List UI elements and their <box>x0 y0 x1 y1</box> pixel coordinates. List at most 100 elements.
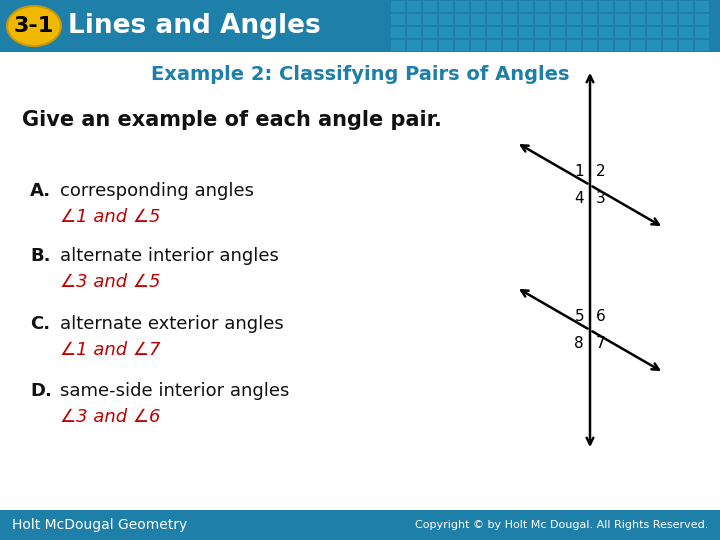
Bar <box>615 14 629 25</box>
Bar <box>407 40 421 51</box>
Bar <box>0 0 720 52</box>
Bar <box>519 14 533 25</box>
Bar <box>503 14 517 25</box>
Text: 3: 3 <box>596 191 606 206</box>
Bar <box>551 1 565 12</box>
Text: 4: 4 <box>575 191 584 206</box>
Bar <box>615 40 629 51</box>
Text: 2: 2 <box>596 164 606 179</box>
Bar <box>455 14 469 25</box>
Bar <box>407 1 421 12</box>
Bar <box>0 510 720 540</box>
Text: 5: 5 <box>575 309 584 324</box>
Bar <box>599 1 613 12</box>
Text: D.: D. <box>30 382 52 400</box>
Bar <box>567 14 581 25</box>
Bar <box>695 40 709 51</box>
Text: alternate interior angles: alternate interior angles <box>60 247 279 265</box>
Bar <box>487 40 501 51</box>
Bar <box>551 40 565 51</box>
Text: same-side interior angles: same-side interior angles <box>60 382 289 400</box>
Bar <box>663 40 677 51</box>
Text: C.: C. <box>30 315 50 333</box>
Bar <box>695 14 709 25</box>
Text: alternate exterior angles: alternate exterior angles <box>60 315 284 333</box>
Bar <box>663 1 677 12</box>
Bar <box>679 14 693 25</box>
Bar <box>487 1 501 12</box>
Bar <box>471 40 485 51</box>
Text: Lines and Angles: Lines and Angles <box>68 13 320 39</box>
Bar <box>439 1 453 12</box>
Text: 6: 6 <box>596 309 606 324</box>
Bar <box>423 14 437 25</box>
Bar <box>615 1 629 12</box>
Bar <box>423 1 437 12</box>
Bar <box>471 27 485 38</box>
Bar <box>391 40 405 51</box>
Bar <box>583 40 597 51</box>
Bar <box>695 1 709 12</box>
Bar <box>503 1 517 12</box>
Bar <box>583 1 597 12</box>
Text: ∠3 and ∠5: ∠3 and ∠5 <box>60 273 161 291</box>
Bar <box>423 40 437 51</box>
Bar <box>487 27 501 38</box>
Bar <box>631 27 645 38</box>
Bar <box>567 1 581 12</box>
Bar <box>455 1 469 12</box>
Bar <box>391 14 405 25</box>
Bar <box>439 40 453 51</box>
Bar <box>535 27 549 38</box>
Bar <box>471 14 485 25</box>
Text: A.: A. <box>30 182 51 200</box>
Bar <box>583 27 597 38</box>
Text: 3-1: 3-1 <box>14 16 54 36</box>
Bar <box>407 27 421 38</box>
Text: 1: 1 <box>575 164 584 179</box>
Bar <box>663 14 677 25</box>
Bar <box>567 40 581 51</box>
Bar <box>407 14 421 25</box>
Bar <box>503 40 517 51</box>
Text: Example 2: Classifying Pairs of Angles: Example 2: Classifying Pairs of Angles <box>150 64 570 84</box>
Bar <box>391 1 405 12</box>
Bar <box>455 40 469 51</box>
Text: corresponding angles: corresponding angles <box>60 182 254 200</box>
Bar <box>439 14 453 25</box>
Bar <box>535 40 549 51</box>
Bar <box>519 1 533 12</box>
Bar <box>679 27 693 38</box>
Bar <box>663 27 677 38</box>
Text: Give an example of each angle pair.: Give an example of each angle pair. <box>22 110 442 130</box>
Bar <box>615 27 629 38</box>
Bar <box>599 27 613 38</box>
Bar <box>647 27 661 38</box>
Bar <box>535 14 549 25</box>
Bar <box>439 27 453 38</box>
Bar <box>679 1 693 12</box>
Text: ∠1 and ∠7: ∠1 and ∠7 <box>60 341 161 359</box>
Bar <box>519 27 533 38</box>
Bar <box>647 40 661 51</box>
Bar <box>471 1 485 12</box>
Bar <box>679 40 693 51</box>
Bar <box>695 27 709 38</box>
Text: Holt McDougal Geometry: Holt McDougal Geometry <box>12 518 187 532</box>
Bar <box>455 27 469 38</box>
Bar <box>519 40 533 51</box>
Text: 8: 8 <box>575 336 584 351</box>
Bar <box>631 1 645 12</box>
Bar <box>487 14 501 25</box>
Bar <box>599 40 613 51</box>
Text: ∠3 and ∠6: ∠3 and ∠6 <box>60 408 161 426</box>
Bar <box>535 1 549 12</box>
Bar <box>503 27 517 38</box>
Bar <box>631 14 645 25</box>
Text: B.: B. <box>30 247 50 265</box>
Bar <box>599 14 613 25</box>
Text: ∠1 and ∠5: ∠1 and ∠5 <box>60 208 161 226</box>
Bar <box>391 27 405 38</box>
Ellipse shape <box>7 6 61 46</box>
Bar <box>551 14 565 25</box>
